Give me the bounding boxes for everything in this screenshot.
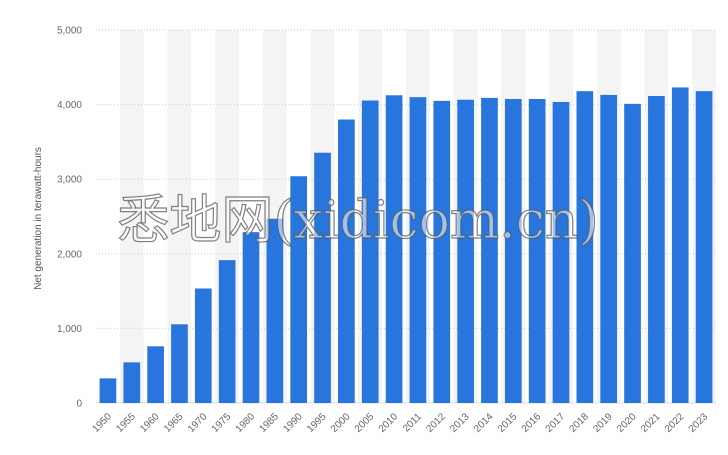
bar-2013[interactable] — [457, 99, 474, 403]
x-tick-label: 1960 — [138, 411, 162, 435]
bar-1950[interactable] — [99, 378, 117, 403]
bar-2020[interactable] — [624, 103, 641, 403]
x-tick-label: 2022 — [663, 411, 687, 435]
bar-1975[interactable] — [218, 260, 236, 403]
x-tick-label: 1980 — [234, 411, 258, 435]
x-tick-label: 1990 — [281, 411, 305, 435]
bar-1985[interactable] — [266, 218, 284, 403]
bar-2015[interactable] — [504, 99, 522, 403]
bar-1960[interactable] — [147, 346, 164, 403]
column-band — [119, 30, 144, 403]
y-axis-ticks: 0 1,000 2,000 3,000 4,000 5,000 — [57, 26, 82, 410]
x-tick-label: 2005 — [353, 411, 377, 435]
x-axis-ticks: 1950 1955 1960 1965 1970 1975 1980 1985 1990 1995… — [91, 411, 711, 435]
bar-2010[interactable] — [385, 95, 403, 404]
x-tick-label: 1955 — [114, 411, 138, 435]
x-tick-label: 1965 — [162, 411, 186, 435]
x-tick-label: 2011 — [401, 411, 424, 434]
x-tick-label: 2021 — [639, 411, 663, 435]
y-tick-label: 0 — [76, 399, 82, 410]
x-tick-label: 2023 — [687, 411, 711, 435]
x-tick-label: 2014 — [472, 411, 496, 435]
x-tick-label: 1995 — [305, 411, 329, 435]
bar-2011[interactable] — [409, 97, 427, 403]
bar-2012[interactable] — [433, 100, 451, 404]
bar-2000[interactable] — [338, 119, 355, 404]
y-tick-label: 4,000 — [57, 100, 82, 111]
x-tick-label: 2012 — [424, 411, 448, 435]
bar-1970[interactable] — [194, 288, 212, 403]
bar-1990[interactable] — [290, 176, 308, 403]
bar-2022[interactable] — [671, 87, 689, 403]
x-tick-label: 1950 — [91, 411, 115, 435]
x-tick-label: 2017 — [544, 411, 568, 435]
watermark: 悉地网(xidicom.cn) — [117, 191, 598, 251]
bar-1995[interactable] — [314, 152, 331, 403]
x-tick-label: 1985 — [257, 411, 281, 435]
bar-1955[interactable] — [123, 362, 141, 403]
y-tick-label: 3,000 — [57, 175, 82, 186]
bars — [99, 87, 713, 404]
column-band — [167, 30, 192, 403]
bar-1980[interactable] — [242, 232, 260, 403]
x-tick-label: 1975 — [210, 411, 234, 435]
bar-2005[interactable] — [361, 100, 379, 403]
bar-2014[interactable] — [481, 97, 498, 404]
y-tick-label: 2,000 — [57, 249, 82, 260]
bar-2017[interactable] — [552, 101, 570, 403]
y-axis-title: Net generation in terawatt-hours — [33, 147, 44, 290]
bar-1965[interactable] — [171, 324, 188, 403]
x-tick-label: 2000 — [329, 411, 353, 435]
x-tick-label: 1970 — [186, 411, 210, 435]
x-tick-label: 2019 — [591, 411, 615, 435]
x-tick-label: 2016 — [520, 411, 544, 435]
bar-2021[interactable] — [648, 96, 665, 404]
y-tick-label: 1,000 — [57, 324, 82, 335]
x-tick-label: 2018 — [567, 411, 591, 435]
x-tick-label: 2020 — [615, 411, 639, 435]
bar-2016[interactable] — [528, 99, 546, 403]
x-tick-label: 2013 — [448, 411, 472, 435]
bar-2019[interactable] — [600, 94, 618, 403]
y-tick-label: 5,000 — [57, 26, 82, 37]
bar-2023[interactable] — [695, 91, 713, 403]
x-tick-label: 2010 — [377, 411, 401, 435]
x-tick-label: 2015 — [496, 411, 520, 435]
bar-2018[interactable] — [576, 91, 594, 403]
